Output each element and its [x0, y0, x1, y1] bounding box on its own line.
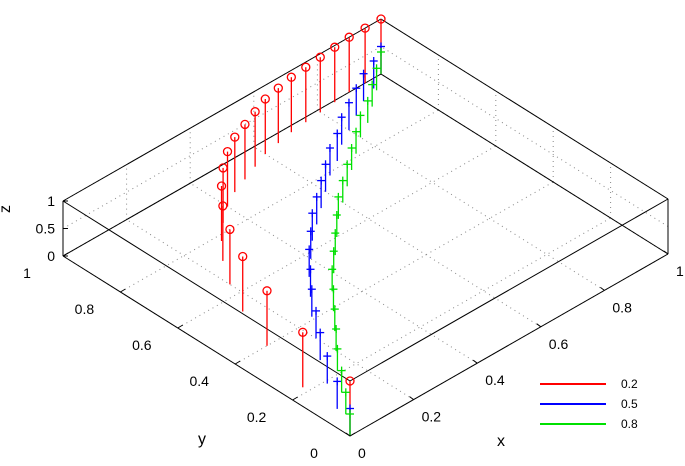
marker-0-20	[376, 14, 386, 24]
y-tick-label-1: 0.2	[247, 409, 267, 425]
axes-box-edge-0	[349, 253, 669, 437]
y-tick-label-3: 0.6	[132, 337, 152, 353]
grid-floor-y-4	[120, 109, 439, 293]
marker-0-3	[222, 146, 233, 157]
grid-floor-x-1	[126, 219, 414, 401]
y-tick-label-4: 0.8	[75, 301, 95, 317]
grid-floor-x-3	[253, 146, 542, 328]
y-tick-2	[234, 360, 241, 365]
series-2	[328, 48, 385, 436]
grid-back-z-1	[62, 46, 382, 229]
y-tick-label-0: 0	[310, 445, 318, 461]
x-tick-label-5: 1	[676, 263, 684, 279]
grid-floor-y-2	[234, 181, 554, 365]
x-tick-2	[472, 359, 478, 364]
x-tick-label-3: 0.6	[549, 336, 569, 352]
marker-0-5	[225, 224, 235, 235]
grid-floor-y-3	[177, 145, 497, 329]
y-tick-1	[292, 396, 298, 401]
axes-box-edge-5	[62, 200, 351, 382]
marker-0-0	[216, 181, 227, 191]
y-axis-label: y	[198, 431, 206, 448]
marker-0-7	[238, 251, 248, 262]
x-tick-label-2: 0.4	[485, 372, 505, 388]
marker-0-10	[273, 83, 283, 93]
x-tick-label-4: 0.8	[612, 299, 632, 315]
marker-0-4	[230, 132, 240, 142]
axes-box-edge-4	[349, 198, 669, 382]
x-tick-3	[536, 323, 542, 328]
axes-box	[62, 18, 669, 437]
marker-0-8	[250, 107, 260, 117]
axes-box-edge-7	[62, 18, 382, 202]
axes-box-edge-6	[380, 18, 669, 200]
z-tick-label-0: 0	[47, 248, 55, 264]
axes-box-edge-1	[62, 255, 351, 437]
legend-label-0: 0.2	[621, 377, 638, 391]
x-tick-5	[663, 250, 669, 255]
y-tick-label-2: 0.4	[189, 373, 209, 389]
legend-label-2: 0.8	[621, 417, 638, 431]
marker-0-12	[286, 72, 296, 82]
marker-0-16	[330, 42, 340, 52]
x-tick-1	[409, 396, 414, 401]
legend-label-1: 0.5	[621, 397, 638, 411]
marker-0-9	[260, 94, 270, 104]
marker-0-14	[315, 52, 325, 62]
z-tick-label-1: 0.5	[36, 221, 56, 237]
marker-0-19	[345, 376, 355, 386]
stems-layer	[216, 14, 386, 436]
legend: 0.2 0.5 0.8	[540, 377, 638, 431]
marker-0-6	[240, 119, 250, 130]
y-tick-4	[120, 288, 126, 293]
grid-floor-y-1	[292, 217, 611, 401]
y-tick-0	[349, 432, 356, 437]
marker-0-11	[262, 286, 272, 296]
z-tick-label-2: 1	[47, 193, 55, 209]
y-tick-3	[177, 324, 184, 329]
x-tick-0	[345, 432, 351, 437]
x-tick-4	[600, 286, 605, 291]
marker-0-18	[360, 23, 370, 33]
x-tick-label-1: 0.2	[422, 409, 442, 425]
y-tick-label-5: 1	[23, 265, 31, 281]
axes-box-edge-2	[380, 73, 669, 255]
grid-right-z-1	[380, 46, 669, 227]
marker-0-13	[301, 62, 311, 72]
x-axis-label: x	[497, 433, 505, 450]
marker-0-17	[344, 32, 354, 42]
axes-box-edge-3	[62, 73, 382, 257]
z-axis-label: z	[0, 205, 14, 213]
x-tick-label-0: 0	[358, 445, 366, 461]
series-0	[216, 14, 386, 436]
marker-0-15	[298, 327, 308, 337]
series-1	[305, 42, 385, 436]
